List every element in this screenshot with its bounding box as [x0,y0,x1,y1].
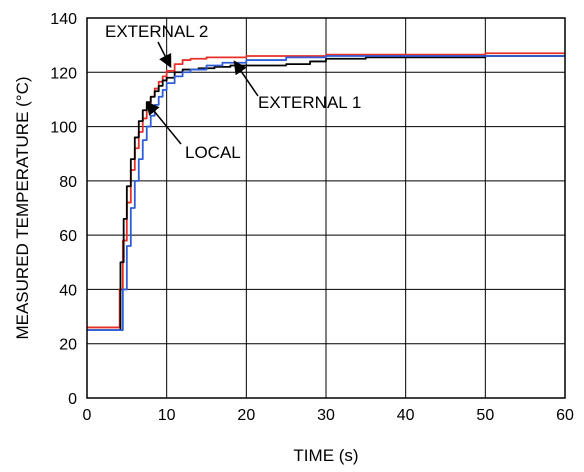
grid-lines [86,17,566,399]
annotation-label: LOCAL [185,143,241,162]
x-tick-label: 0 [83,407,92,424]
x-tick-label: 60 [556,407,574,424]
y-axis-label: MEASURED TEMPERATURE (°C) [13,76,32,339]
tick-labels: 0 10 20 30 40 50 60 0 20 40 60 80 100 120 140 [50,11,574,424]
annotation-label: EXTERNAL 2 [105,22,208,41]
y-tick-label: 100 [50,120,77,137]
x-axis-label: TIME (s) [293,446,358,465]
annotation-arrow [157,41,172,69]
plot-frame [86,17,566,399]
y-tick-label: 60 [59,228,77,245]
x-tick-label: 50 [476,407,494,424]
y-tick-label: 80 [59,174,77,191]
y-tick-label: 120 [50,65,77,82]
x-tick-label: 20 [237,407,255,424]
y-tick-label: 0 [68,391,77,408]
y-tick-label: 140 [50,11,77,28]
annotation-arrow [233,60,259,97]
x-tick-label: 30 [317,407,335,424]
x-tick-label: 10 [158,407,176,424]
annotation-label: EXTERNAL 1 [258,93,361,112]
series-line-local [87,55,565,332]
annotations: EXTERNAL 2 EXTERNAL 1 LOCAL [105,22,361,162]
y-tick-label: 20 [59,337,77,354]
x-tick-label: 40 [397,407,415,424]
y-tick-label: 40 [59,282,77,299]
annotation-arrow [145,101,182,145]
